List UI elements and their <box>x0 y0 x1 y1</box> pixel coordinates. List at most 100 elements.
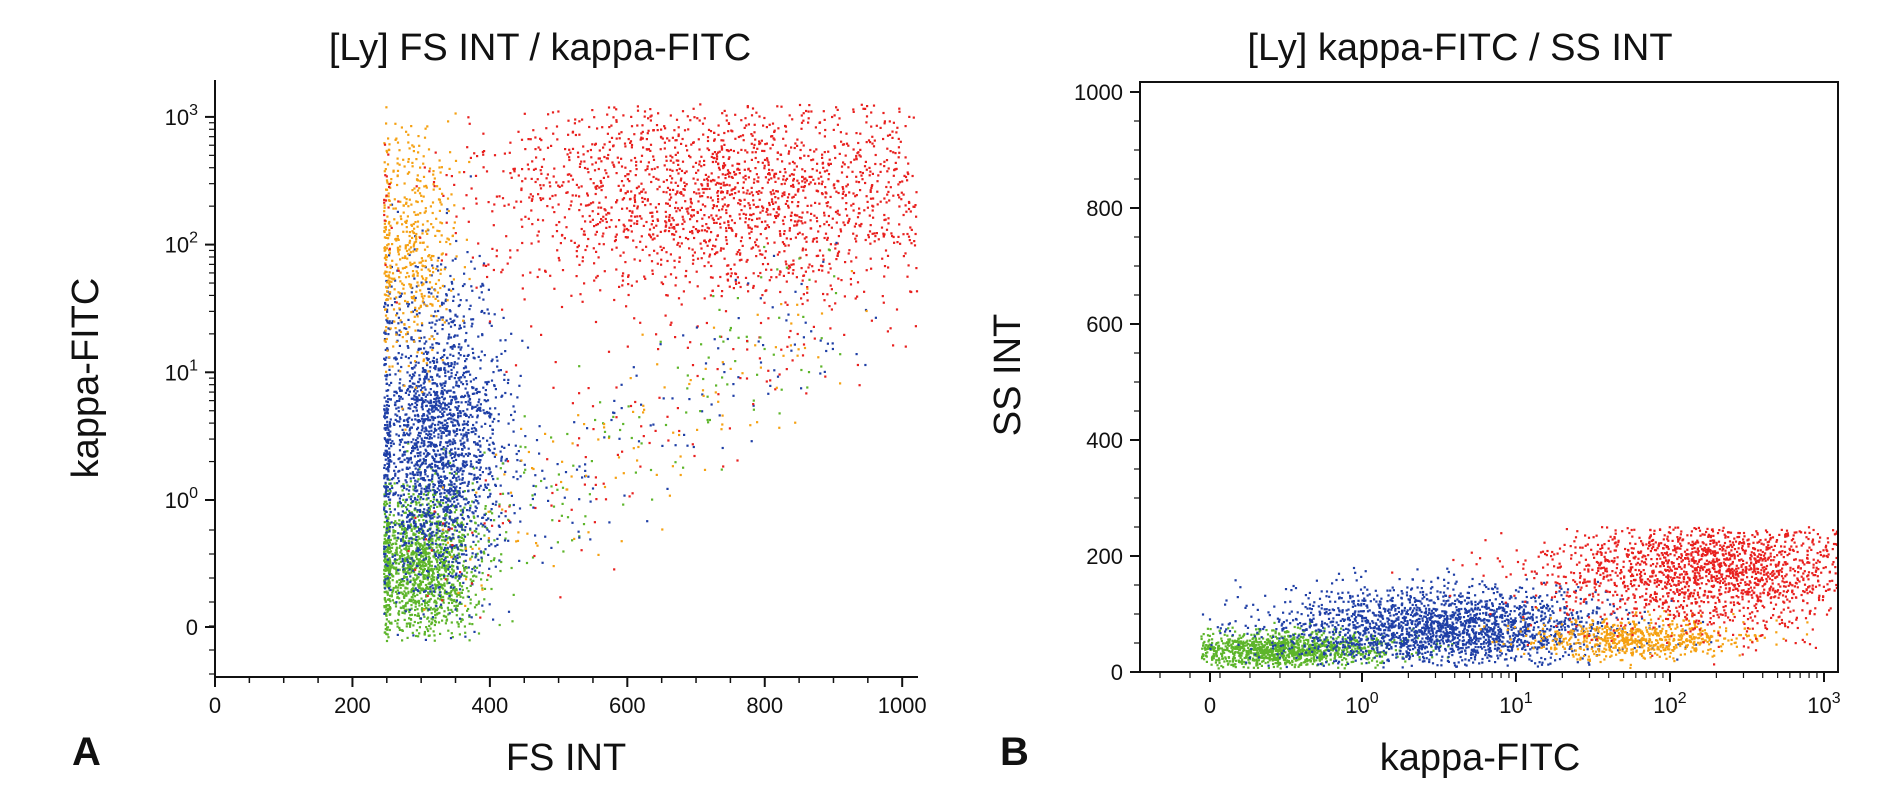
chart-a-point-blue <box>440 499 443 502</box>
chart-a-point-blue <box>484 485 487 489</box>
chart-a-point-green <box>415 543 418 546</box>
chart-a-point-orange <box>432 295 435 298</box>
chart-a-point-blue <box>430 462 434 465</box>
chart-a-point-green <box>432 498 435 501</box>
chart-a-point-orange <box>452 278 455 281</box>
chart-a-point-green <box>404 558 407 561</box>
chart-a-point-blue <box>473 267 476 270</box>
chart-a-point-green <box>450 608 453 611</box>
chart-a-point-green <box>421 561 424 564</box>
chart-a-point-blue <box>384 454 387 457</box>
chart-a-point-blue <box>386 420 389 423</box>
chart-a-point-green <box>412 485 415 488</box>
chart-a-point-red <box>810 175 813 178</box>
chart-a-point-green <box>418 604 421 607</box>
chart-a-point-red <box>665 159 668 162</box>
chart-a-point-orange <box>429 256 432 259</box>
chart-a-point-blue <box>459 376 462 379</box>
chart-a-point-orange <box>415 178 419 181</box>
chart-a-point-blue <box>459 469 462 472</box>
chart-a-point-blue <box>409 477 412 480</box>
chart-a-point-blue <box>472 478 475 481</box>
chart-a-point-green <box>433 623 436 627</box>
chart-a-point-blue <box>404 610 407 613</box>
chart-a-point-blue <box>458 561 461 565</box>
chart-a-point-blue <box>464 503 467 506</box>
chart-a-point-blue <box>465 463 469 466</box>
chart-a-point-green <box>385 626 389 629</box>
chart-a-point-red <box>887 181 890 184</box>
chart-a-point-red <box>683 171 686 175</box>
chart-a-point-red <box>630 143 634 147</box>
chart-a-point-blue <box>422 599 425 603</box>
chart-a-point-green <box>462 560 466 563</box>
chart-a-point-blue <box>442 499 445 502</box>
chart-a-point-blue <box>466 408 469 411</box>
chart-a-point-green <box>388 513 391 516</box>
chart-a-point-green <box>483 534 486 537</box>
chart-a-point-orange <box>468 277 471 281</box>
chart-a-point-orange <box>421 223 425 226</box>
chart-a-point-orange <box>398 163 401 166</box>
chart-a-point-green <box>469 602 472 605</box>
chart-a-point-blue <box>416 463 419 466</box>
chart-a-point-blue <box>420 437 423 440</box>
chart-a-point-blue <box>397 406 400 409</box>
chart-a-point-green <box>428 600 431 603</box>
chart-a-point-blue <box>424 459 427 462</box>
chart-a-point-red <box>383 201 386 204</box>
chart-a-point-red <box>870 111 873 114</box>
chart-a-point-blue <box>383 427 386 430</box>
chart-a-point-red <box>784 125 787 128</box>
chart-a-point-blue <box>383 305 386 308</box>
chart-a-point-blue <box>419 420 422 423</box>
chart-a-point-red <box>597 256 600 259</box>
chart-a-point-blue <box>423 386 426 389</box>
chart-a-point-orange <box>447 209 450 213</box>
chart-a-point-green <box>433 601 436 604</box>
chart-a-point-blue <box>411 403 414 406</box>
chart-a-point-orange <box>421 259 424 262</box>
chart-a-point-orange <box>384 262 387 265</box>
chart-a-point-red <box>709 196 712 199</box>
chart-a-point-blue <box>440 416 443 419</box>
chart-a-point-red <box>612 116 615 119</box>
chart-a-point-red <box>696 220 699 223</box>
chart-a-point-blue <box>462 410 465 413</box>
chart-a-point-green <box>461 588 464 591</box>
chart-a-point-green <box>391 553 394 556</box>
chart-a-point-blue <box>438 318 441 321</box>
chart-a-point-blue <box>474 553 477 556</box>
chart-a-point-blue <box>497 420 500 423</box>
chart-a-point-green <box>387 546 390 549</box>
chart-a-point-blue <box>440 390 443 393</box>
chart-a-point-red <box>725 242 729 245</box>
chart-a-point-blue <box>394 493 397 496</box>
chart-a-point-blue <box>420 281 423 284</box>
chart-a-point-orange <box>402 283 405 287</box>
chart-a-point-green <box>448 461 452 464</box>
chart-a-point-green <box>385 500 388 503</box>
chart-a-point-blue <box>403 424 406 427</box>
chart-a-point-blue <box>465 460 468 463</box>
chart-a-point-green <box>388 546 391 549</box>
chart-a-point-red <box>830 308 833 311</box>
chart-a-point-red <box>705 177 709 180</box>
chart-a-point-blue <box>488 443 491 446</box>
chart-a-point-blue <box>426 414 429 417</box>
chart-a-point-red <box>734 186 737 189</box>
chart-a-point-green <box>455 588 458 591</box>
chart-a-point-red <box>644 277 647 280</box>
chart-a-point-blue <box>428 321 431 324</box>
chart-a-point-green <box>395 546 398 549</box>
chart-a-point-green <box>460 591 463 594</box>
chart-a-point-orange <box>432 170 435 173</box>
chart-a-point-green <box>449 544 452 547</box>
chart-a-point-green <box>383 493 386 496</box>
chart-a-point-blue <box>386 486 389 489</box>
chart-a-point-orange <box>405 249 409 253</box>
chart-a-point-blue <box>455 495 458 498</box>
chart-a-point-green <box>450 568 454 571</box>
chart-a-point-red <box>689 198 692 201</box>
chart-a-point-green <box>438 588 441 591</box>
